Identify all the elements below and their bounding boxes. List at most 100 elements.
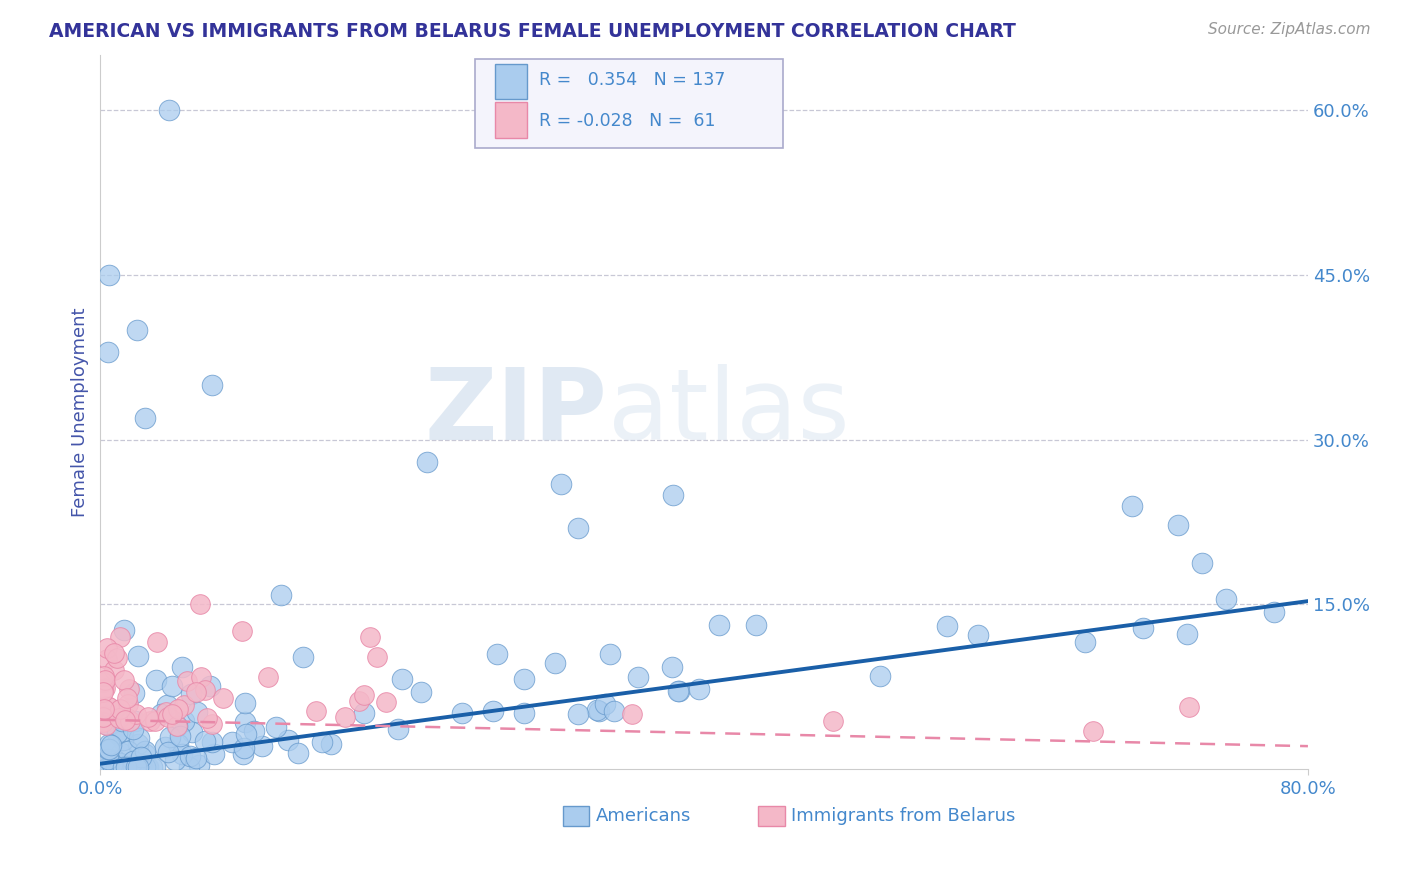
Point <box>359 630 381 644</box>
Point <box>221 735 243 749</box>
Point <box>1167 518 1189 533</box>
Point <box>319 737 342 751</box>
Point <box>544 656 567 670</box>
Point <box>232 741 254 756</box>
Point <box>167 737 190 751</box>
Point <box>257 670 280 684</box>
Point <box>98 742 121 756</box>
Point <box>588 704 610 718</box>
Point <box>124 714 146 729</box>
Point <box>121 754 143 768</box>
Point <box>98 699 121 714</box>
Point <box>200 679 222 693</box>
Point <box>745 618 768 632</box>
Point <box>235 714 257 729</box>
Point <box>157 745 180 759</box>
Point <box>153 740 176 755</box>
FancyBboxPatch shape <box>475 59 783 148</box>
Point <box>103 704 125 718</box>
Text: Immigrants from Belarus: Immigrants from Belarus <box>792 806 1015 824</box>
Point <box>186 751 208 765</box>
Point <box>162 680 184 694</box>
Point <box>416 455 439 469</box>
Text: ZIP: ZIP <box>425 364 607 460</box>
Point <box>141 760 163 774</box>
Point <box>136 760 159 774</box>
Point <box>409 685 432 699</box>
Point <box>134 744 156 758</box>
Point <box>349 693 371 707</box>
Text: Source: ZipAtlas.com: Source: ZipAtlas.com <box>1208 22 1371 37</box>
Point <box>94 673 117 687</box>
Point <box>134 760 156 774</box>
Point <box>270 588 292 602</box>
Point <box>287 746 309 760</box>
Text: atlas: atlas <box>607 364 849 460</box>
Point <box>111 724 134 739</box>
Point <box>169 729 191 743</box>
Point <box>550 476 572 491</box>
Point <box>451 706 474 720</box>
Point <box>202 747 225 761</box>
Point <box>157 103 180 117</box>
Point <box>967 628 990 642</box>
Point <box>146 635 169 649</box>
Point <box>567 707 589 722</box>
Point <box>97 760 120 774</box>
Point <box>869 669 891 683</box>
Point <box>1263 605 1285 619</box>
Point <box>139 714 162 729</box>
Point <box>111 714 134 728</box>
Point <box>231 624 253 639</box>
Point <box>111 760 134 774</box>
Point <box>134 747 156 761</box>
Point <box>101 757 124 772</box>
Point <box>93 702 115 716</box>
FancyBboxPatch shape <box>562 805 589 826</box>
Point <box>212 690 235 705</box>
Point <box>145 673 167 687</box>
Point <box>138 760 160 774</box>
Text: Americans: Americans <box>596 806 690 824</box>
Point <box>567 520 589 534</box>
Point <box>277 732 299 747</box>
Point <box>96 641 118 656</box>
Point <box>128 757 150 772</box>
Point <box>242 724 264 739</box>
Point <box>593 697 616 711</box>
Point <box>167 702 190 716</box>
Point <box>93 709 115 723</box>
Point <box>103 646 125 660</box>
Point <box>114 760 136 774</box>
Point <box>121 722 143 736</box>
Point <box>127 648 149 663</box>
Point <box>688 681 710 696</box>
Point <box>125 760 148 774</box>
Point <box>108 760 131 774</box>
Point <box>115 760 138 774</box>
Point <box>235 727 257 741</box>
Point <box>131 756 153 771</box>
FancyBboxPatch shape <box>495 63 527 99</box>
Point <box>93 681 115 696</box>
Point <box>93 685 115 699</box>
Point <box>97 743 120 757</box>
Text: R =   0.354   N = 137: R = 0.354 N = 137 <box>538 71 725 89</box>
Point <box>264 720 287 734</box>
Point <box>97 752 120 766</box>
Point <box>93 681 115 696</box>
Point <box>627 670 650 684</box>
Point <box>122 686 145 700</box>
Point <box>666 684 689 698</box>
Point <box>96 698 118 713</box>
Point <box>134 410 156 425</box>
Point <box>143 714 166 729</box>
Point <box>201 735 224 749</box>
Y-axis label: Female Unemployment: Female Unemployment <box>72 308 89 517</box>
Point <box>200 377 222 392</box>
Point <box>129 760 152 774</box>
Point <box>110 746 132 760</box>
Point <box>125 323 148 337</box>
Point <box>333 710 356 724</box>
Point <box>114 713 136 727</box>
